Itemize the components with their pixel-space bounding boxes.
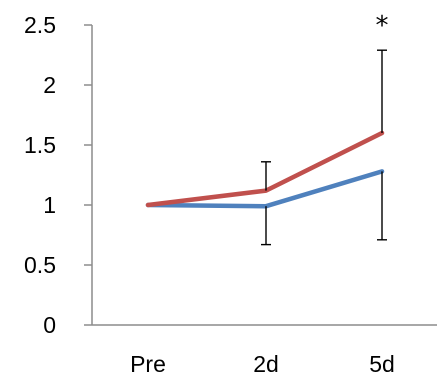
y-axis-tick-labels: 0 0.5 1 1.5 2 2.5 [24,12,56,338]
y-tick-label: 0.5 [24,252,56,278]
x-tick-label: Pre [130,351,166,377]
series-line-2 [145,130,385,208]
y-tick-label: 1.5 [24,132,56,158]
x-axis-tick-labels: Pre 2d 5d [130,351,395,377]
significance-marker: * [376,11,389,41]
chart-axes [84,24,437,326]
y-tick-label: 2 [43,72,56,98]
x-tick-label: 2d [253,351,279,377]
x-tick-label: 5d [369,351,395,377]
error-bars [261,49,387,246]
y-tick-label: 0 [43,312,56,338]
y-tick-label: 2.5 [24,12,56,38]
y-tick-label: 1 [43,192,56,218]
series-layer [145,130,385,209]
annotations: * [376,11,389,41]
